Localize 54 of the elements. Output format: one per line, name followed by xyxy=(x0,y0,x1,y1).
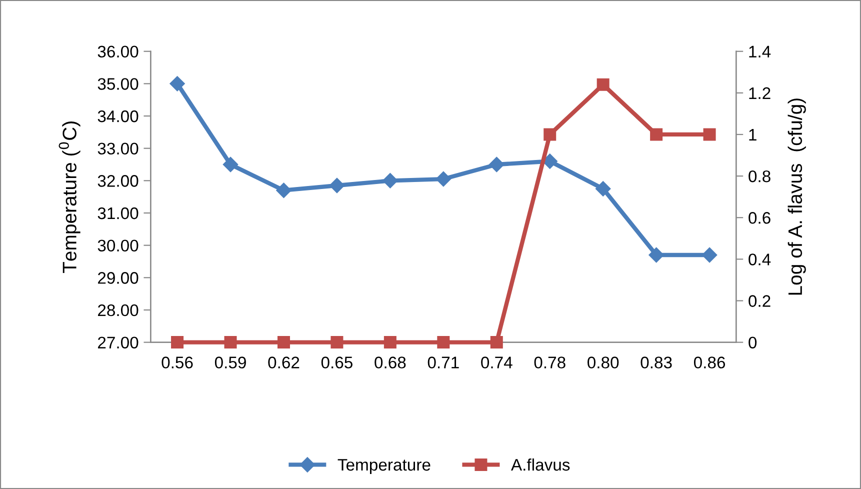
x-tick-label: 0.74 xyxy=(481,356,512,368)
point xyxy=(596,181,611,196)
point xyxy=(648,247,664,263)
x-tick-label: 0.78 xyxy=(534,356,566,368)
point xyxy=(596,78,610,91)
point xyxy=(544,128,556,141)
x-tick-label: 0.56 xyxy=(162,356,193,368)
x-tick-label: 0.80 xyxy=(588,356,619,368)
y2-tick-label: 1.2 xyxy=(749,87,770,99)
x-tick-label: 0.68 xyxy=(374,356,406,368)
x-tick-label: 0.59 xyxy=(214,356,246,368)
y2-tick-label: 1 xyxy=(749,129,756,141)
legend-label: A.flavus xyxy=(511,458,570,471)
point xyxy=(329,178,345,194)
point xyxy=(437,336,450,349)
y-tick-label: 28.00 xyxy=(98,304,138,316)
x-tick-label: 0.62 xyxy=(268,356,300,368)
y2-tick-label: 1.4 xyxy=(749,46,771,58)
point xyxy=(170,76,185,92)
point xyxy=(650,128,663,141)
y-tick-label: 35.00 xyxy=(98,78,138,90)
y2-tick-label: 0.4 xyxy=(748,254,771,266)
x-tick-label: 0.71 xyxy=(428,356,459,368)
point xyxy=(384,336,396,349)
y-tick-label: 31.00 xyxy=(98,207,138,220)
point xyxy=(277,336,290,349)
x-tick-label: 0.83 xyxy=(640,356,672,368)
point xyxy=(703,128,716,141)
y-axis-title: Temperature ($^{0}$C) xyxy=(58,122,80,273)
point xyxy=(276,182,292,198)
y-tick-label: 32.00 xyxy=(98,175,138,187)
point xyxy=(489,156,504,172)
point xyxy=(436,171,451,187)
point xyxy=(224,336,237,349)
y2-tick-label: 0 xyxy=(748,336,757,349)
y2-axis-title: Log of A. flavus (cfu/g) xyxy=(788,98,806,295)
point xyxy=(490,336,503,349)
y-tick-label: 29.00 xyxy=(98,272,138,284)
y-tick-label: 27.00 xyxy=(98,336,138,349)
x-tick-label: 0.65 xyxy=(321,356,352,368)
y-tick-label: 36.00 xyxy=(98,46,138,58)
legend-label: Temperature xyxy=(338,459,430,474)
point xyxy=(382,173,398,188)
y-tick-label: 30.00 xyxy=(98,240,138,252)
x-tick-label: 0.86 xyxy=(694,356,726,368)
point xyxy=(171,336,184,349)
point xyxy=(702,247,718,263)
y2-tick-label: 0.6 xyxy=(748,212,770,224)
point xyxy=(330,336,344,349)
y-tick-label: 34.00 xyxy=(98,110,138,122)
point xyxy=(222,156,238,172)
y2-tick-label: 0.8 xyxy=(748,170,770,182)
y2-tick-label: 0.2 xyxy=(748,295,770,307)
y-tick-label: 33.00 xyxy=(98,142,138,155)
